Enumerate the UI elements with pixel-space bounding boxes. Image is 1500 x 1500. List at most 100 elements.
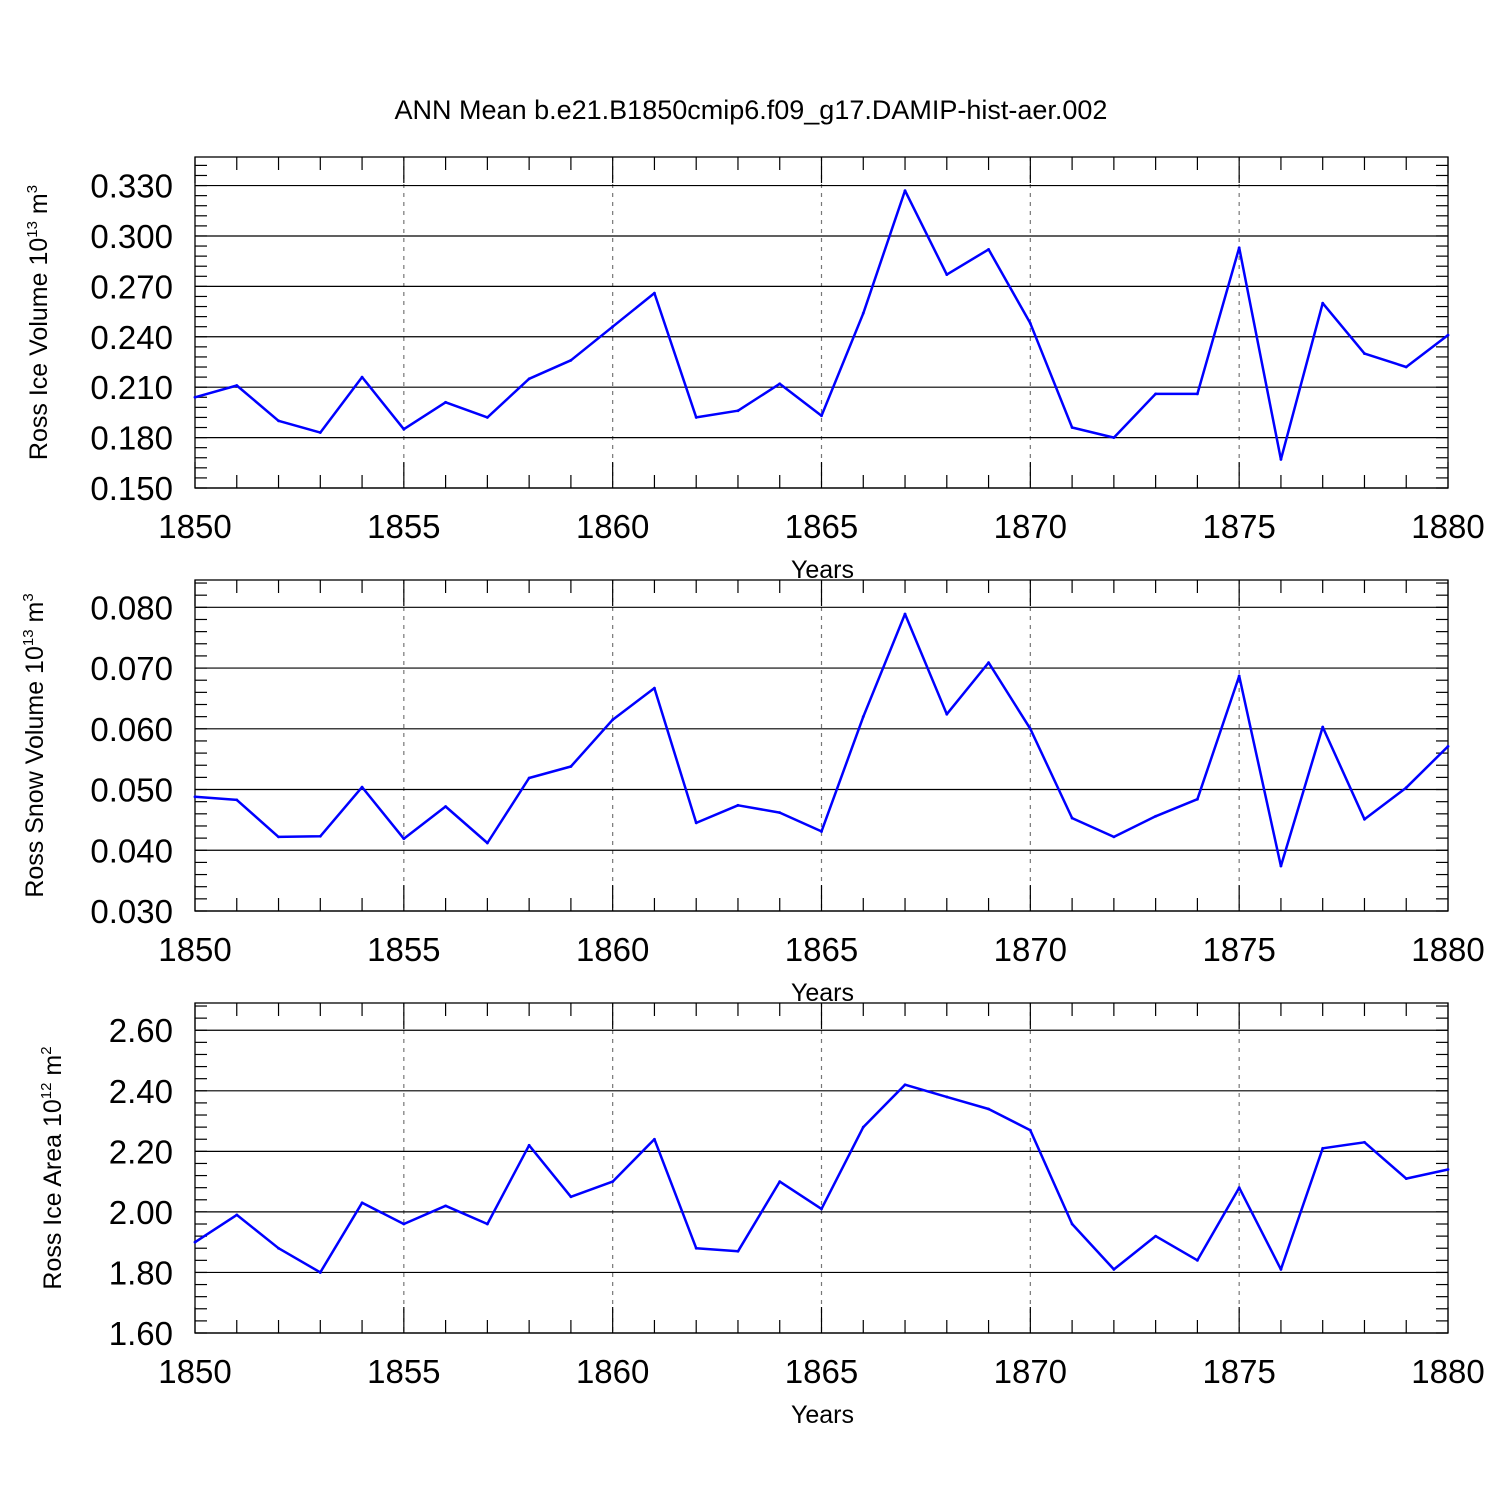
- data-point: [1154, 392, 1158, 396]
- data-point: [1196, 392, 1199, 396]
- data-point: [444, 805, 447, 808]
- data-point: [193, 795, 197, 799]
- data-point: [694, 1246, 698, 1250]
- data-point: [653, 686, 656, 690]
- data-point: [1028, 727, 1032, 731]
- x-tick-label: 1870: [994, 508, 1067, 545]
- data-point: [1404, 365, 1408, 369]
- data-point: [736, 1249, 740, 1253]
- y-tick-label: 2.40: [109, 1073, 173, 1110]
- x-tick-label: 1850: [158, 508, 231, 545]
- data-point: [694, 416, 698, 419]
- data-point: [694, 821, 698, 825]
- x-tick-label: 1880: [1411, 931, 1484, 968]
- x-tick-label: 1880: [1411, 1353, 1484, 1390]
- x-tick-label: 1855: [367, 931, 440, 968]
- data-point: [987, 248, 990, 251]
- data-point: [820, 1207, 823, 1211]
- y-tick-label: 0.180: [90, 420, 173, 457]
- data-point: [736, 803, 740, 807]
- data-point: [1154, 814, 1158, 818]
- data-point: [277, 1246, 280, 1250]
- data-point: [485, 1222, 489, 1226]
- data-point: [1321, 1146, 1325, 1150]
- x-tick-label: 1865: [785, 1353, 858, 1390]
- data-point: [611, 325, 615, 329]
- data-point: [1112, 1268, 1116, 1271]
- y-tick-label: 0.050: [90, 772, 173, 809]
- data-point: [1070, 1222, 1074, 1226]
- data-point: [569, 765, 573, 768]
- data-point: [1196, 797, 1199, 801]
- data-point: [1070, 816, 1074, 820]
- data-point: [402, 837, 406, 841]
- y-tick-label: 0.030: [90, 893, 173, 930]
- x-tick-label: 1870: [994, 931, 1067, 968]
- data-point: [235, 384, 239, 387]
- data-point: [1112, 436, 1116, 439]
- y-tick-label: 2.20: [109, 1133, 173, 1170]
- x-tick-label: 1850: [158, 1353, 231, 1390]
- x-tick-label: 1880: [1411, 508, 1484, 545]
- data-point: [569, 1195, 573, 1199]
- y-axis-title: Ross Ice Volume 1013 m3: [24, 185, 53, 460]
- data-point: [1279, 1268, 1283, 1271]
- x-tick-label: 1875: [1202, 1353, 1275, 1390]
- data-point: [987, 1107, 990, 1111]
- data-point: [611, 718, 615, 722]
- data-point: [1446, 333, 1450, 337]
- y-axis-title: Ross Snow Volume 1013 m3: [20, 593, 49, 897]
- data-point: [1279, 864, 1283, 868]
- panel-ross-ice-volume: 0.150 0.180 0.210 0.240 0.270 0.300 0.330 1850 1…: [24, 156, 1485, 584]
- data-point: [318, 834, 322, 838]
- data-point: [444, 400, 447, 404]
- data-point: [903, 189, 907, 193]
- data-point: [1321, 301, 1325, 305]
- panel-ross-snow-volume: 0.030 0.040 0.050 0.060 0.070 0.080 1850 1855 18…: [20, 579, 1485, 1007]
- data-point: [861, 311, 865, 315]
- data-point: [945, 273, 949, 277]
- series-line-ross-snow-volume: [194, 612, 1449, 868]
- y-tick-label: 0.070: [90, 650, 173, 687]
- x-tick-label: 1875: [1202, 508, 1275, 545]
- data-point: [1321, 725, 1325, 729]
- data-point: [360, 375, 364, 379]
- data-point: [485, 841, 489, 845]
- x-axis-title: Years: [791, 1401, 854, 1429]
- y-tick-label: 0.040: [90, 832, 173, 869]
- data-point: [1363, 352, 1366, 355]
- data-point: [235, 1213, 239, 1217]
- y-tick-label: 0.330: [90, 168, 173, 205]
- data-point: [235, 798, 239, 802]
- data-point: [861, 1125, 865, 1129]
- plot-frame: [194, 156, 1449, 489]
- data-point: [1028, 1128, 1032, 1132]
- data-point: [1363, 817, 1366, 821]
- data-point: [402, 1222, 406, 1226]
- data-point: [527, 1143, 531, 1147]
- data-point: [903, 612, 907, 616]
- y-tick-label: 1.80: [109, 1254, 173, 1291]
- data-point: [402, 427, 406, 431]
- data-point: [611, 1180, 615, 1184]
- data-point: [778, 811, 782, 815]
- data-point: [945, 712, 949, 716]
- data-point: [653, 1137, 656, 1141]
- x-tick-label: 1855: [367, 1353, 440, 1390]
- data-point: [193, 1240, 197, 1244]
- data-point: [318, 1271, 322, 1274]
- data-point: [1154, 1234, 1158, 1238]
- data-point: [1446, 1168, 1450, 1171]
- data-point: [945, 1095, 949, 1099]
- data-point: [1112, 835, 1116, 839]
- data-point: [1363, 1140, 1366, 1144]
- x-tick-label: 1850: [158, 931, 231, 968]
- data-point: [1070, 426, 1074, 429]
- y-tick-label: 0.240: [90, 319, 173, 356]
- x-tick-label: 1860: [576, 508, 649, 545]
- x-tick-label: 1855: [367, 508, 440, 545]
- y-tick-label: 0.210: [90, 369, 173, 406]
- x-tick-label: 1865: [785, 931, 858, 968]
- panel-ross-ice-area: 1.60 1.80 2.00 2.20 2.40 2.60 1850 1855 1860 1865…: [38, 1002, 1485, 1429]
